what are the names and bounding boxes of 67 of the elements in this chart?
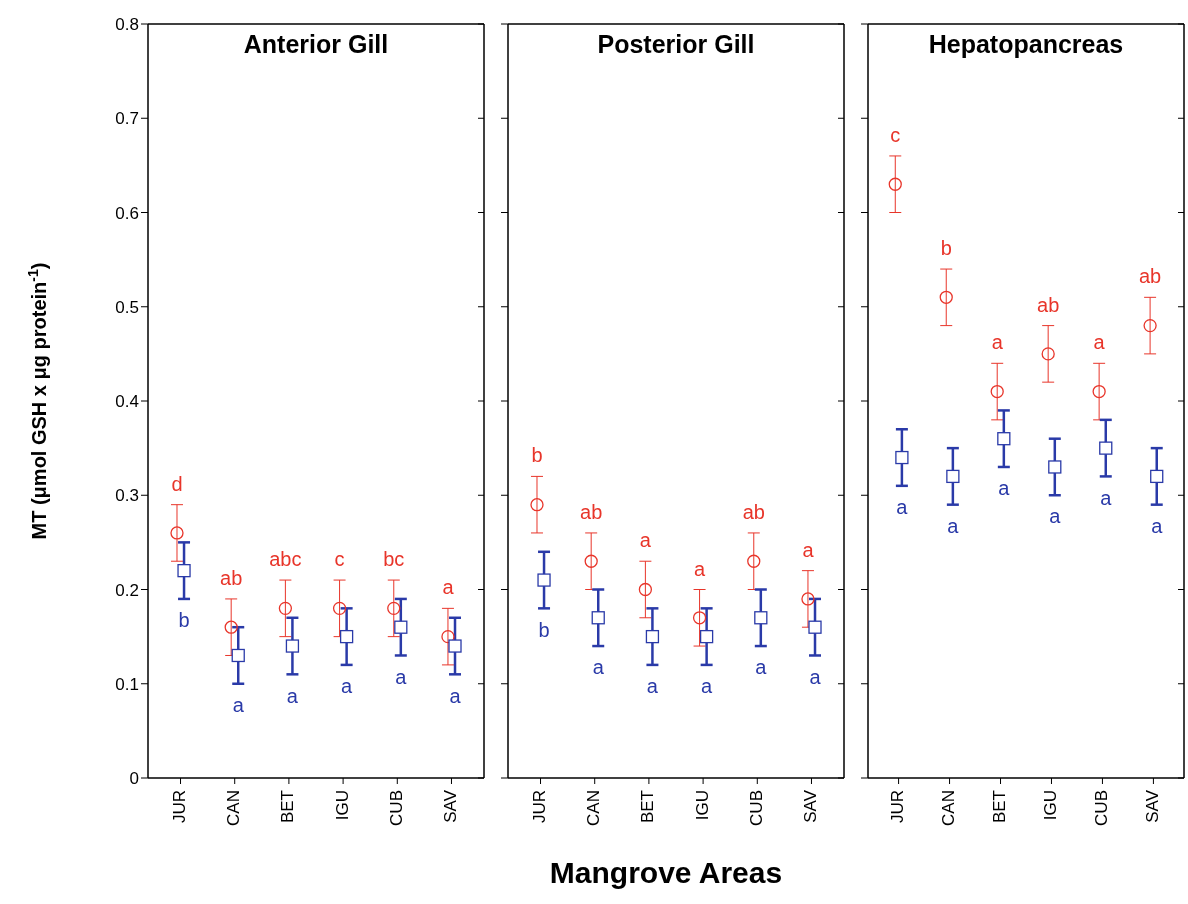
data-label: a [947, 514, 960, 537]
data-label: b [531, 444, 543, 467]
x-tick-label: JUR [888, 790, 908, 824]
data-label: a [755, 656, 768, 679]
data-label: abc [269, 548, 302, 571]
data-label: c [890, 123, 901, 146]
x-tick-label: CUB [386, 790, 406, 826]
x-tick-label: IGU [332, 790, 352, 821]
data-label: a [646, 675, 659, 698]
data-label: a [896, 496, 909, 519]
data-label: a [442, 576, 455, 599]
data-label: ab [1037, 293, 1060, 316]
data-label: a [639, 529, 652, 552]
y-tick-label: 0.4 [115, 392, 139, 412]
x-tick-label: BET [990, 790, 1009, 824]
data-label: ab [1138, 265, 1162, 288]
x-tick-label: IGU [692, 790, 712, 821]
data-label: a [694, 557, 707, 580]
y-tick-label: 0.8 [115, 15, 139, 35]
x-tick-label: CUB [746, 790, 766, 826]
data-label: a [991, 331, 1004, 354]
data-label: a [286, 684, 299, 707]
x-tick-label: CAN [584, 790, 604, 826]
x-tick-label: IGU [1040, 790, 1060, 821]
x-tick-label: CAN [939, 790, 959, 826]
x-tick-label: CUB [1091, 790, 1111, 826]
data-label: a [449, 684, 462, 707]
y-tick-label: 0 [129, 769, 139, 789]
y-tick-label: 0.2 [115, 580, 139, 600]
data-label: a [1100, 486, 1113, 509]
data-label: a [809, 665, 822, 688]
x-tick-label: SAV [1142, 789, 1162, 823]
data-label: a [1049, 505, 1062, 528]
data-label: a [701, 675, 714, 698]
data-label: b [940, 237, 952, 260]
chart-title: Hepatopancreas [927, 30, 1125, 59]
x-tick-label: BET [638, 790, 658, 824]
data-label: a [802, 538, 815, 561]
data-label: a [395, 665, 408, 688]
data-label: c [334, 548, 345, 571]
data-label: ab [220, 566, 243, 589]
y-tick-label: 0.1 [115, 674, 139, 694]
y-tick-label: 0.3 [115, 486, 139, 506]
data-label: bc [383, 548, 405, 571]
chart-title: Anterior Gill [242, 30, 390, 59]
data-label: ab [580, 500, 603, 523]
x-tick-label: JUR [530, 790, 549, 824]
chart-title: Posterior Gill [596, 30, 756, 59]
data-label: a [1151, 514, 1164, 537]
data-label: b [178, 609, 190, 632]
data-label: d [171, 472, 183, 495]
data-label: a [998, 477, 1011, 500]
data-label: b [538, 618, 550, 641]
x-tick-label: SAV [800, 789, 820, 823]
data-label: a [592, 656, 605, 679]
x-tick-label: BET [278, 790, 298, 824]
y-tick-label: 0.5 [115, 297, 139, 317]
x-tick-label: CAN [224, 790, 244, 826]
x-tick-label: SAV [440, 789, 460, 823]
data-label: a [341, 675, 354, 698]
data-label: a [1093, 331, 1106, 354]
x-axis-title: Mangrove Areas [548, 856, 784, 890]
data-label: a [232, 693, 245, 716]
data-label: ab [742, 500, 765, 523]
y-tick-label: 0.7 [115, 109, 139, 129]
y-tick-label: 0.6 [115, 203, 139, 223]
x-tick-label: JUR [170, 790, 189, 824]
